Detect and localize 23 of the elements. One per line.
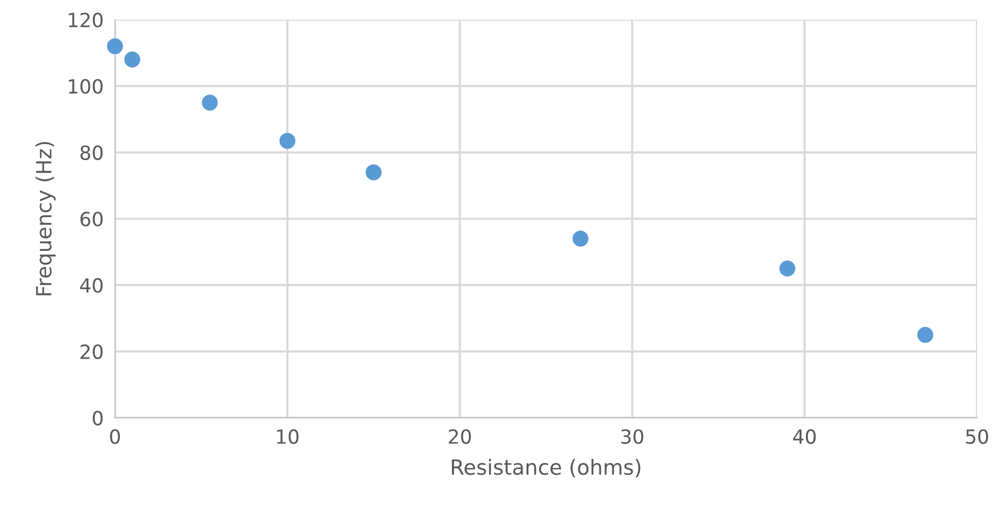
y-tick-label: 120 — [68, 12, 103, 28]
point — [779, 260, 796, 276]
x-tick-label: 0 — [110, 429, 120, 444]
x-tick-label: 40 — [793, 429, 816, 444]
x-tick-label: 50 — [966, 429, 988, 444]
y-tick-label: 60 — [80, 212, 103, 226]
point — [124, 52, 140, 68]
y-tick-label: 40 — [80, 278, 103, 293]
point — [202, 94, 218, 111]
y-axis-title: Frequency (Hz) — [36, 142, 56, 296]
x-tick-label: 30 — [621, 429, 644, 444]
point — [572, 230, 588, 247]
point — [279, 132, 296, 149]
x-tick-label: 20 — [448, 429, 471, 444]
point — [107, 38, 123, 54]
y-tick-label: 80 — [80, 145, 103, 160]
point — [366, 164, 382, 180]
y-tick-label: 100 — [68, 79, 103, 94]
point — [917, 326, 934, 343]
x-axis-title: Resistance (ohms) — [452, 458, 640, 478]
y-tick-label: 20 — [80, 344, 103, 360]
y-tick-label: 0 — [92, 410, 103, 426]
x-tick-label: 10 — [277, 429, 298, 444]
